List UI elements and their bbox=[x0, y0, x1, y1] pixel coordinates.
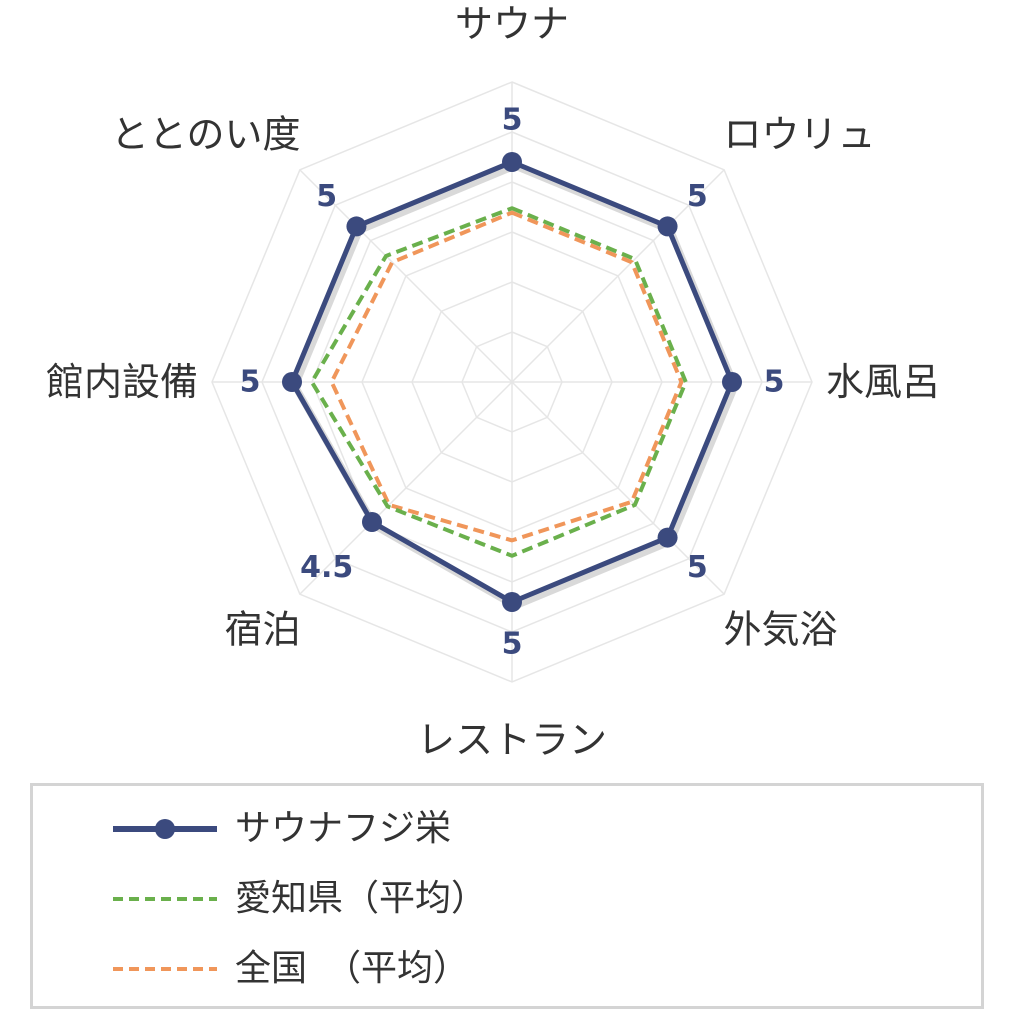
legend-item-aichi-average[interactable]: 愛知県（平均） bbox=[33, 874, 981, 924]
value-label: 5 bbox=[502, 103, 523, 138]
legend-label: 全国 （平均） bbox=[235, 948, 470, 989]
data-point bbox=[346, 216, 367, 237]
data-point bbox=[722, 372, 742, 392]
series-line-1 bbox=[309, 206, 688, 558]
axis-label: ロウリュ bbox=[723, 113, 875, 157]
grid-spoke bbox=[511, 169, 725, 383]
legend-label: サウナフジ栄 bbox=[235, 808, 452, 849]
legend-line-solid-marker bbox=[113, 819, 217, 839]
value-label: 5 bbox=[502, 627, 523, 662]
radar-series bbox=[282, 152, 742, 612]
value-label: 4.5 bbox=[300, 550, 353, 585]
value-label: 5 bbox=[764, 365, 785, 400]
axis-label: レストラン bbox=[417, 718, 607, 760]
radar-grid bbox=[211, 81, 813, 683]
data-point bbox=[361, 512, 382, 533]
legend-item-national-average[interactable]: 全国 （平均） bbox=[33, 944, 981, 994]
data-point bbox=[502, 592, 522, 612]
data-point bbox=[657, 216, 678, 237]
value-label: 5 bbox=[316, 179, 337, 214]
radar-labels: 5 サウナ 5 ロウリュ 5 水風呂 5 外気浴 5 レストラン 4.5宿泊 5 館内設備 5 ととのい度 bbox=[46, 2, 940, 760]
series-line-2 bbox=[329, 210, 684, 543]
axis-label: 外気浴 bbox=[723, 607, 837, 651]
grid-spoke bbox=[511, 381, 725, 595]
legend: サウナフジ栄 愛知県（平均） 全国 （平均） bbox=[30, 783, 984, 1009]
axis-label: 水風呂 bbox=[826, 360, 940, 404]
legend-label: 愛知県（平均） bbox=[235, 878, 488, 919]
legend-line-dashed-green bbox=[113, 897, 217, 901]
axis-label: 館内設備 bbox=[46, 360, 198, 404]
radar-chart: 5 サウナ 5 ロウリュ 5 水風呂 5 外気浴 5 レストラン 4.5宿泊 5 館内設備 5 ととのい度 bbox=[46, 2, 940, 760]
grid-spoke bbox=[299, 381, 513, 595]
value-label: 5 bbox=[687, 550, 708, 585]
axis-label: サウナ bbox=[455, 2, 569, 46]
axis-label: ととのい度 bbox=[111, 113, 301, 157]
data-point bbox=[282, 372, 302, 392]
legend-line-dashed-orange bbox=[113, 967, 217, 971]
data-point bbox=[502, 152, 522, 172]
value-label: 5 bbox=[687, 179, 708, 214]
value-label: 5 bbox=[240, 365, 261, 400]
data-point bbox=[657, 527, 678, 548]
legend-item-sauna-fuji-sakae[interactable]: サウナフジ栄 bbox=[33, 804, 981, 854]
axis-label: 宿泊 bbox=[224, 607, 300, 651]
grid-spoke bbox=[299, 169, 513, 383]
